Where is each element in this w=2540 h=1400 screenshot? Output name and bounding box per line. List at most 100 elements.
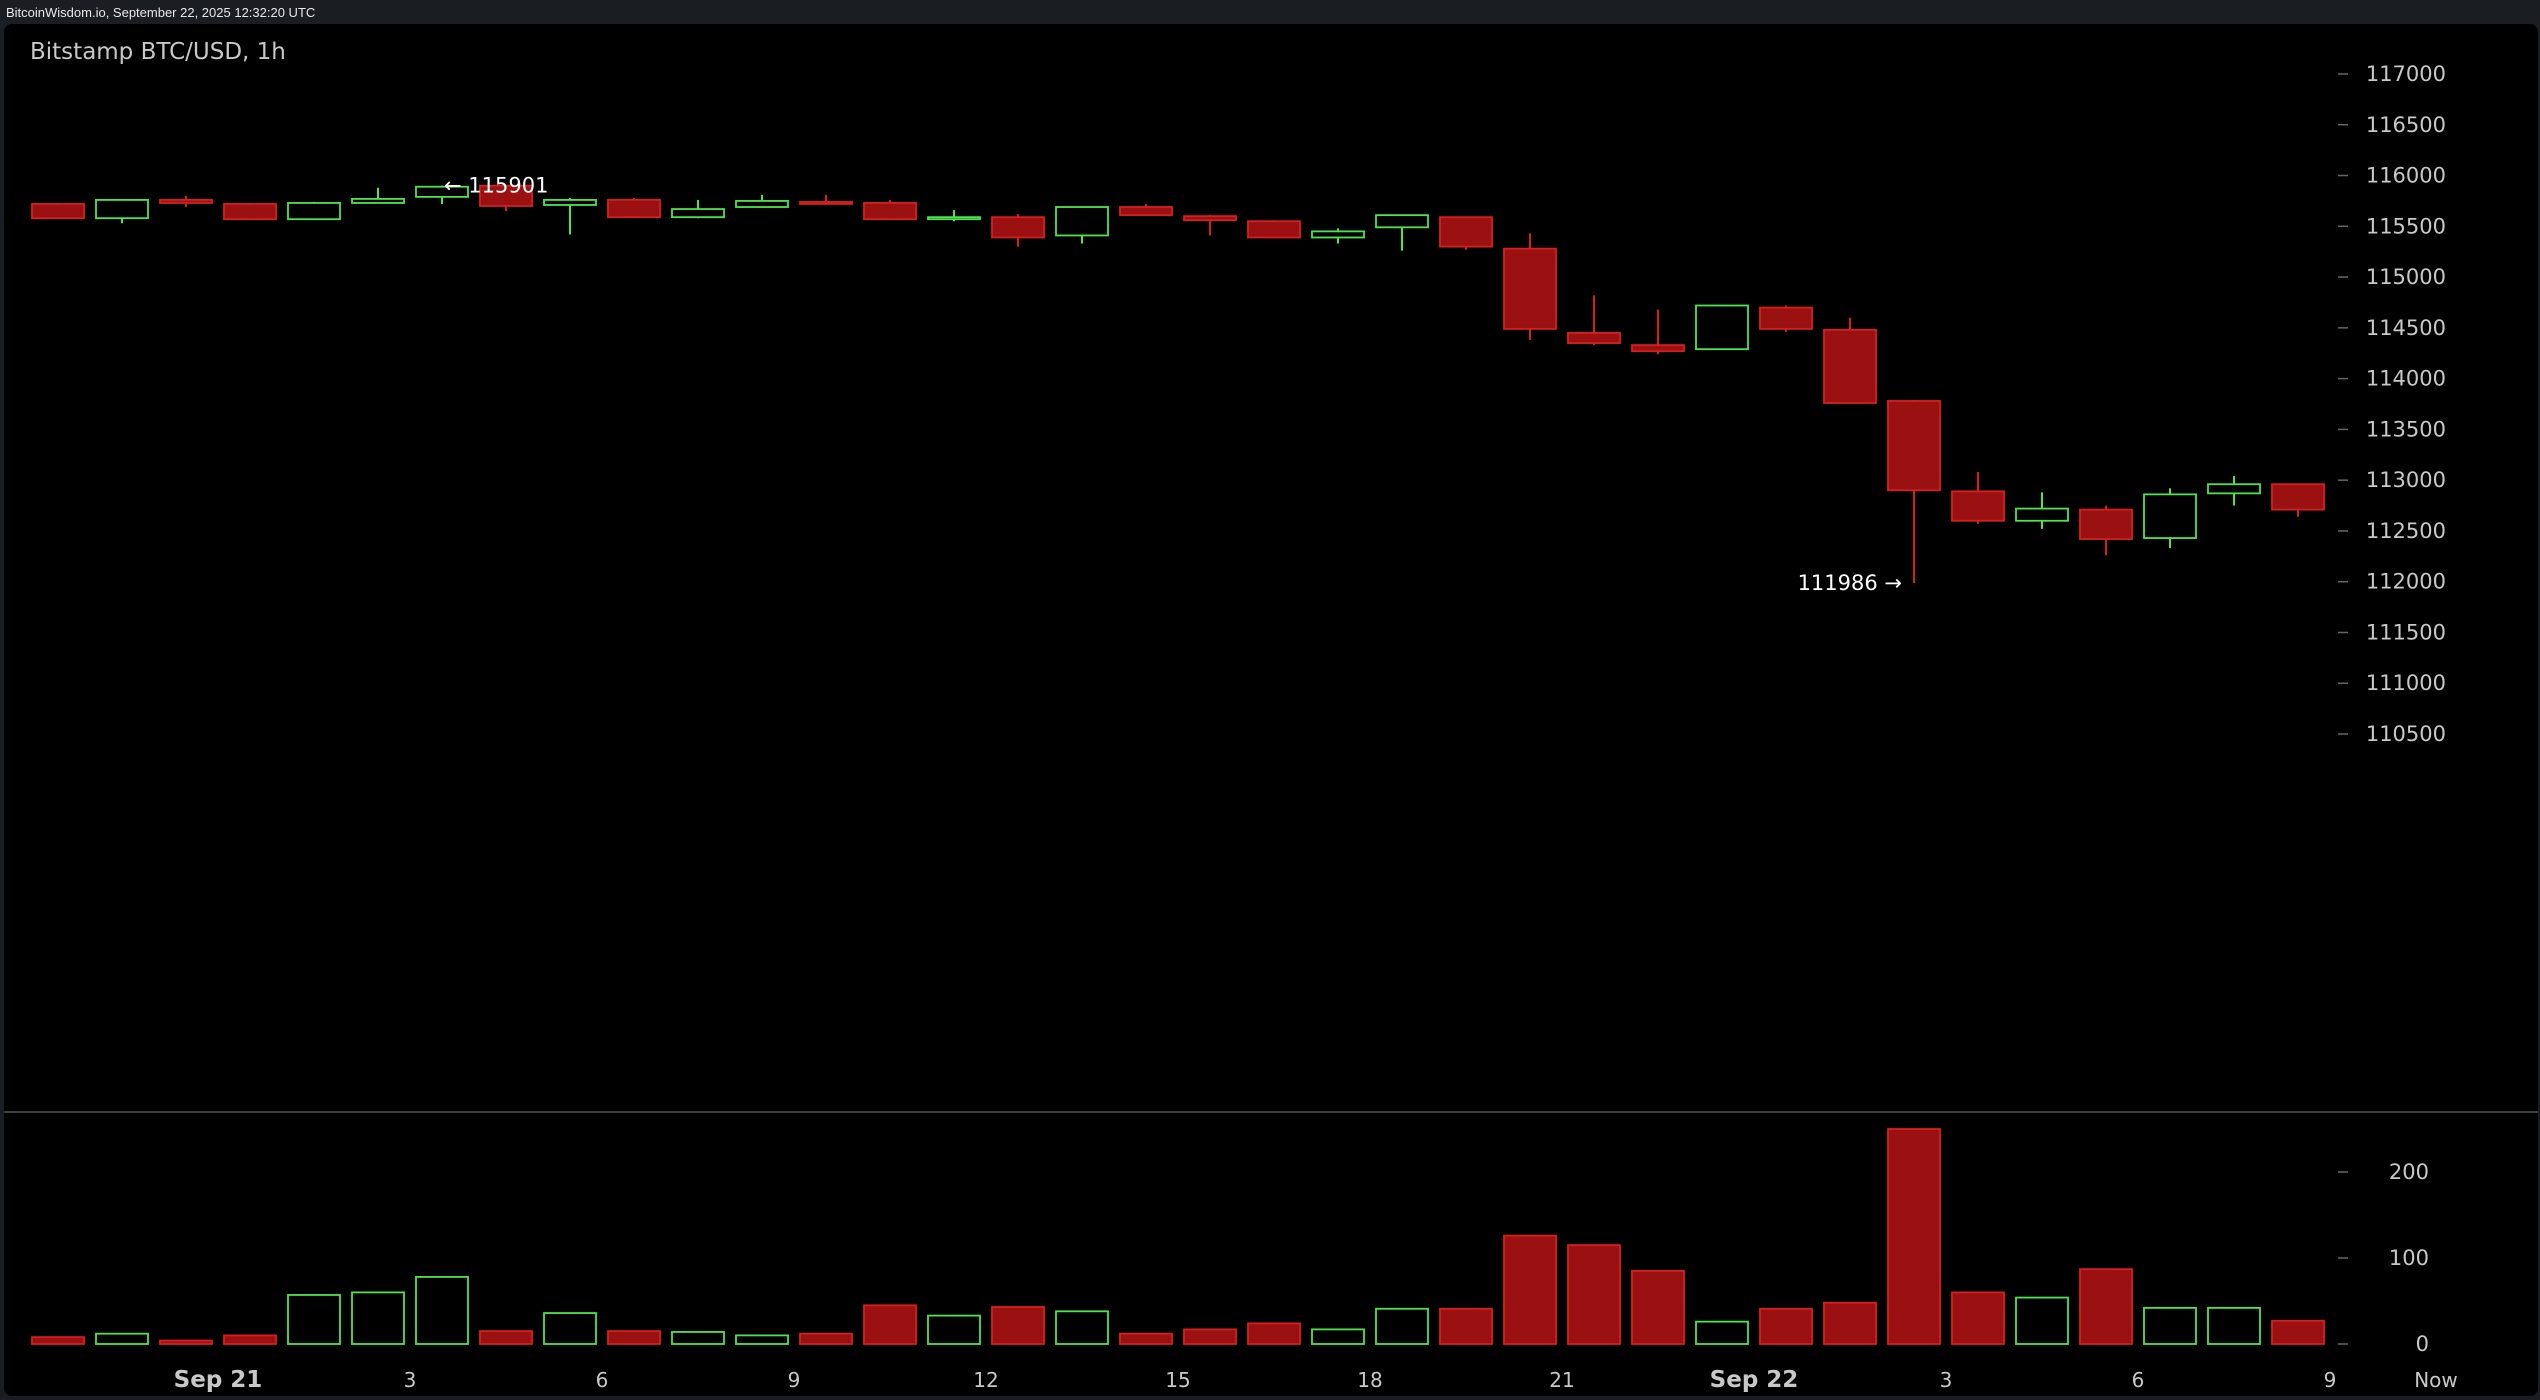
- candle[interactable]: [1503, 233, 1557, 341]
- candle-body[interactable]: [287, 202, 341, 221]
- candle-body[interactable]: [1311, 230, 1365, 239]
- volume-bar[interactable]: [2271, 1319, 2325, 1345]
- candle-body[interactable]: [607, 199, 661, 219]
- candle[interactable]: [415, 185, 469, 204]
- volume-bar[interactable]: [479, 1330, 533, 1345]
- volume-bar[interactable]: [1887, 1128, 1941, 1345]
- candle[interactable]: [1887, 399, 1941, 584]
- candle-body[interactable]: [479, 184, 533, 207]
- volume-bar[interactable]: [607, 1330, 661, 1345]
- candle[interactable]: [1951, 472, 2005, 524]
- candle[interactable]: [1439, 216, 1493, 250]
- volume-bar[interactable]: [1119, 1332, 1173, 1345]
- volume-bar[interactable]: [287, 1294, 341, 1345]
- price-chart[interactable]: Bitstamp BTC/USD, 1h 1105001110001115001…: [4, 24, 2538, 1396]
- candle[interactable]: [1183, 215, 1237, 236]
- candle-body[interactable]: [1951, 490, 2005, 522]
- candle-body[interactable]: [223, 203, 277, 221]
- candle[interactable]: [1567, 295, 1621, 346]
- candle[interactable]: [1311, 228, 1365, 244]
- candle-body[interactable]: [1183, 215, 1237, 222]
- volume-bar[interactable]: [671, 1331, 725, 1345]
- candle-body[interactable]: [543, 199, 597, 206]
- volume-bar[interactable]: [543, 1312, 597, 1345]
- candle[interactable]: [991, 214, 1045, 247]
- volume-bar[interactable]: [991, 1306, 1045, 1345]
- candle[interactable]: [2207, 476, 2261, 506]
- candle-body[interactable]: [735, 200, 789, 208]
- candle[interactable]: [287, 201, 341, 221]
- candle-body[interactable]: [1695, 304, 1749, 351]
- candle-body[interactable]: [1887, 400, 1941, 492]
- candle[interactable]: [1631, 309, 1685, 355]
- candle[interactable]: [1247, 220, 1301, 239]
- candle[interactable]: [863, 199, 917, 221]
- candle[interactable]: [2079, 505, 2133, 556]
- candle-body[interactable]: [1631, 344, 1685, 353]
- candle-body[interactable]: [671, 208, 725, 219]
- candle[interactable]: [671, 199, 725, 219]
- volume-bar[interactable]: [1695, 1320, 1749, 1345]
- candle-body[interactable]: [1247, 220, 1301, 239]
- volume-bar[interactable]: [1183, 1328, 1237, 1345]
- volume-bar[interactable]: [1631, 1270, 1685, 1345]
- candle[interactable]: [2143, 488, 2197, 549]
- candle[interactable]: [31, 202, 85, 220]
- candle-body[interactable]: [159, 199, 213, 204]
- candle-body[interactable]: [415, 185, 469, 198]
- volume-bar[interactable]: [2143, 1306, 2197, 1345]
- volume-bar[interactable]: [735, 1334, 789, 1345]
- candle-body[interactable]: [351, 197, 405, 204]
- candle-body[interactable]: [799, 201, 853, 205]
- candles[interactable]: [31, 184, 2325, 584]
- volume-bar[interactable]: [1247, 1322, 1301, 1345]
- volume-bar[interactable]: [927, 1314, 981, 1345]
- candle-body[interactable]: [1503, 247, 1557, 330]
- candle[interactable]: [1759, 305, 1813, 332]
- candle[interactable]: [95, 199, 149, 224]
- candle[interactable]: [1055, 206, 1109, 244]
- candle[interactable]: [159, 195, 213, 208]
- candle[interactable]: [735, 194, 789, 208]
- candle[interactable]: [2271, 483, 2325, 517]
- candle-body[interactable]: [2207, 483, 2261, 495]
- volume-bar[interactable]: [95, 1332, 149, 1345]
- candle-body[interactable]: [1759, 306, 1813, 330]
- volume-bar[interactable]: [863, 1304, 917, 1345]
- volume-bar[interactable]: [1823, 1301, 1877, 1345]
- candle[interactable]: [927, 210, 981, 222]
- candle[interactable]: [1823, 317, 1877, 404]
- candle-body[interactable]: [31, 203, 85, 220]
- volume-bar[interactable]: [2207, 1306, 2261, 1345]
- candle[interactable]: [223, 202, 277, 221]
- candle[interactable]: [543, 197, 597, 235]
- volume-bar[interactable]: [1439, 1307, 1493, 1345]
- volume-bar[interactable]: [1503, 1234, 1557, 1345]
- candle-body[interactable]: [991, 216, 1045, 239]
- candle-body[interactable]: [1055, 206, 1109, 237]
- volume-bar[interactable]: [799, 1332, 853, 1345]
- candle-body[interactable]: [2079, 508, 2133, 540]
- candle[interactable]: [1695, 304, 1749, 351]
- volume-bar[interactable]: [31, 1336, 85, 1345]
- candle[interactable]: [479, 184, 533, 212]
- volume-bars[interactable]: [31, 1128, 2325, 1345]
- candle[interactable]: [607, 197, 661, 219]
- candle-body[interactable]: [1567, 332, 1621, 344]
- volume-bar[interactable]: [1951, 1291, 2005, 1345]
- volume-bar[interactable]: [1375, 1307, 1429, 1345]
- candle-body[interactable]: [2271, 483, 2325, 511]
- candle-body[interactable]: [1119, 206, 1173, 217]
- volume-bar[interactable]: [2015, 1296, 2069, 1345]
- volume-bar[interactable]: [1311, 1328, 1365, 1345]
- volume-bar[interactable]: [1055, 1310, 1109, 1345]
- candle[interactable]: [1119, 203, 1173, 217]
- candle-body[interactable]: [95, 199, 149, 220]
- volume-bar[interactable]: [159, 1339, 213, 1345]
- candle[interactable]: [1375, 214, 1429, 251]
- candle-body[interactable]: [2015, 507, 2069, 522]
- candle-body[interactable]: [863, 202, 917, 221]
- chart-panel[interactable]: Bitstamp BTC/USD, 1h 110500 111000 111500 1…: [4, 24, 2538, 1396]
- candle-body[interactable]: [927, 216, 981, 221]
- volume-bar[interactable]: [1759, 1307, 1813, 1345]
